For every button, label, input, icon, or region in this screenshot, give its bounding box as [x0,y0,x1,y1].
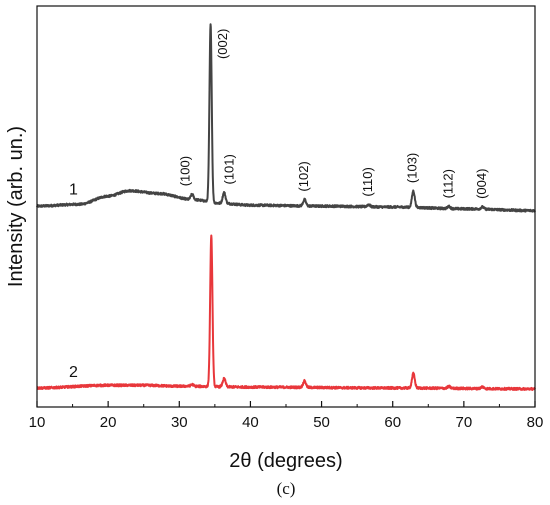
peak-label: (100) [178,156,193,186]
x-axis: 10 20 30 40 50 60 70 80 [29,401,544,431]
peak-labels: (100) (002) (101) (102) (110) (103) (112) (004) [178,29,489,199]
peak-label: (101) [222,154,237,184]
y-axis-title: Intensity (arb. un.) [5,126,27,287]
panel-label: (c) [277,479,296,498]
peak-label: (110) [360,167,375,196]
series-line-2 [36,234,536,391]
peak-label: (004) [474,169,489,199]
peak-label: (103) [405,153,420,183]
x-tick-label: 40 [242,414,259,431]
x-axis-title: 2θ (degrees) [229,450,342,472]
x-tick-label: 30 [171,414,188,431]
x-tick-label: 50 [313,414,330,431]
x-tick-label: 70 [456,414,473,431]
plot-area [36,23,536,391]
series-label: 2 [69,364,78,381]
peak-label: (102) [296,161,311,191]
series-labels: 12 [69,182,78,381]
peak-label: (002) [215,29,230,59]
x-tick-label: 60 [384,414,401,431]
series-label: 1 [69,182,78,199]
peak-label: (112) [440,169,455,198]
x-tick-label: 80 [527,414,544,431]
series-line-1 [36,23,536,213]
x-tick-label: 10 [29,414,46,431]
x-tick-label: 20 [100,414,117,431]
